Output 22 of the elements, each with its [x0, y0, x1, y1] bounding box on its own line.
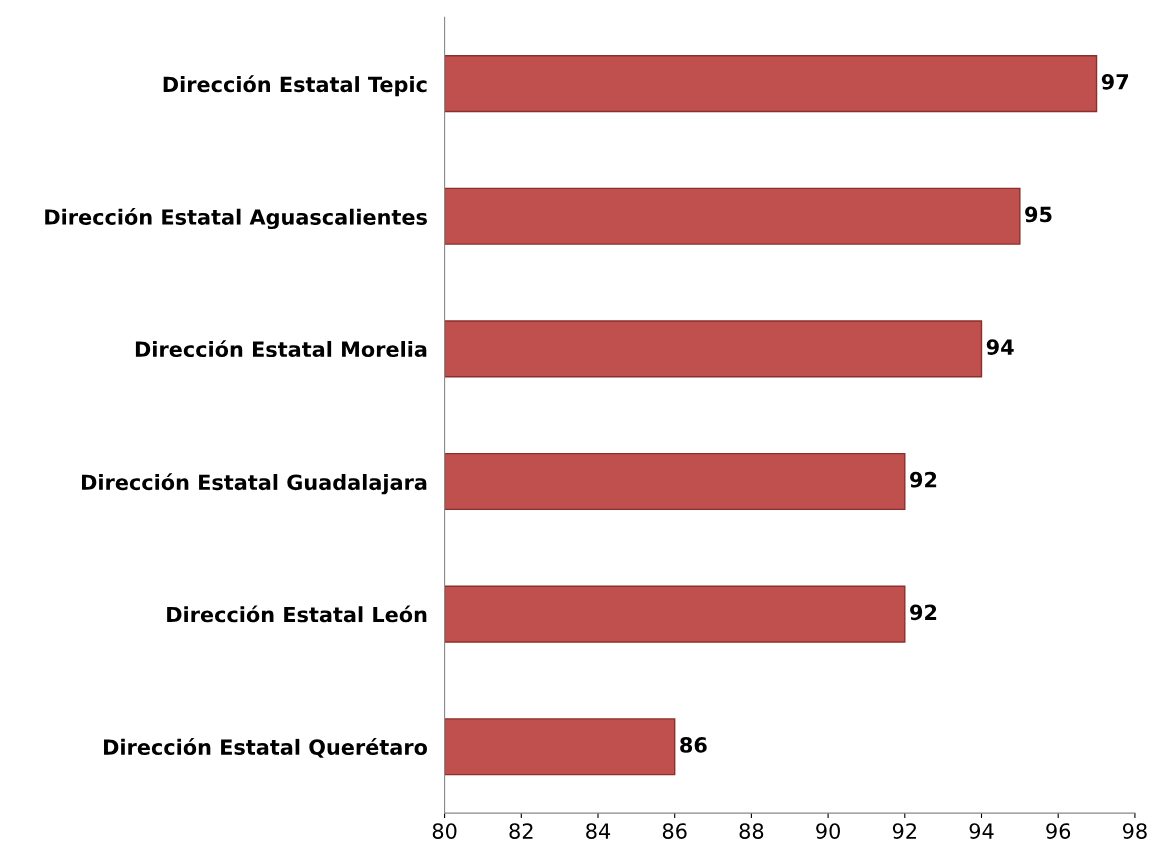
x-tick-label: 84 [586, 823, 611, 839]
y-tick-label: Dirección Estatal León [167, 605, 427, 623]
x-tick-label: 94 [969, 823, 994, 839]
data-label: 97 [1101, 73, 1129, 90]
data-label: 92 [910, 604, 937, 621]
x-tick-label: 86 [662, 823, 687, 839]
y-tick-label: Dirección Estatal Tepic [163, 75, 427, 97]
data-label: 94 [986, 339, 1014, 355]
data-label: 95 [1025, 206, 1052, 223]
x-tick-label: 90 [816, 823, 840, 839]
data-label: 92 [910, 471, 937, 488]
x-tick-label: 96 [1046, 823, 1071, 839]
y-tick-label: Dirección Estatal Guadalajara [82, 473, 427, 495]
x-tick-label: 80 [432, 823, 457, 839]
y-tick-label: Dirección Estatal Morelia [135, 340, 427, 358]
x-tick-label: 98 [1122, 823, 1147, 839]
x-tick-label: 82 [509, 823, 533, 839]
y-tick-label: Dirección Estatal Aguascalientes [45, 207, 427, 230]
x-tick-label: 88 [739, 823, 764, 839]
y-tick-label: Dirección Estatal Querétaro [104, 738, 428, 758]
data-label: 86 [680, 737, 707, 753]
x-tick-label: 92 [892, 823, 916, 839]
